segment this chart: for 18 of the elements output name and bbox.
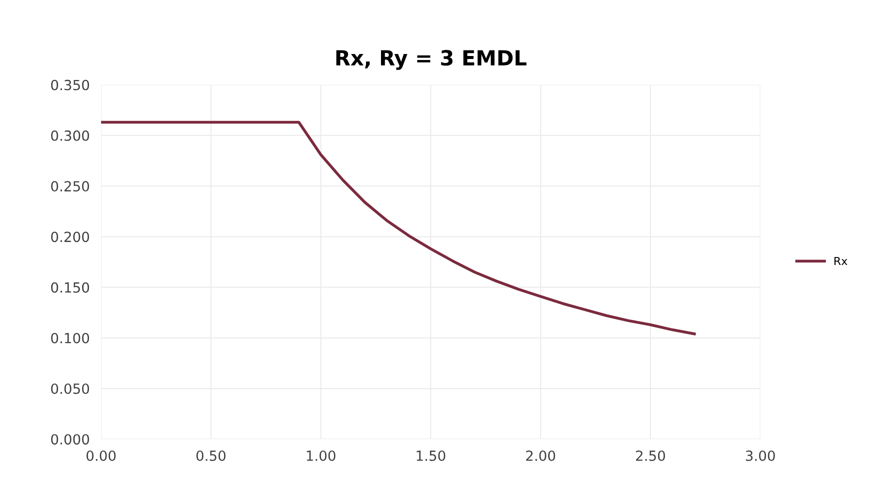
y-tick-label: 0.100 — [51, 332, 90, 344]
y-tick-label: 0.250 — [51, 181, 90, 192]
y-tick-label: 0.200 — [51, 232, 90, 242]
x-tick-label: 3.00 — [746, 450, 775, 461]
chart-title: Rx, Ry = 3 EMDL — [336, 50, 526, 70]
x-tick-label: 1.00 — [306, 450, 336, 461]
y-tick-label: 0.300 — [51, 130, 90, 141]
y-tick-label: 0.350 — [51, 80, 90, 90]
legend-label: Rx — [834, 256, 848, 266]
line-series — [101, 120, 696, 336]
x-tick-label: 1.50 — [416, 450, 446, 461]
x-tick-label: 2.50 — [636, 450, 665, 461]
y-tick-label: 0.050 — [51, 383, 90, 394]
x-tick-label: 0.00 — [86, 450, 116, 461]
x-tick-label: 0.50 — [196, 450, 226, 461]
x-tick-label: 2.00 — [526, 450, 556, 461]
y-tick-label: 0.000 — [51, 434, 90, 445]
y-tick-label: 0.150 — [51, 282, 90, 293]
